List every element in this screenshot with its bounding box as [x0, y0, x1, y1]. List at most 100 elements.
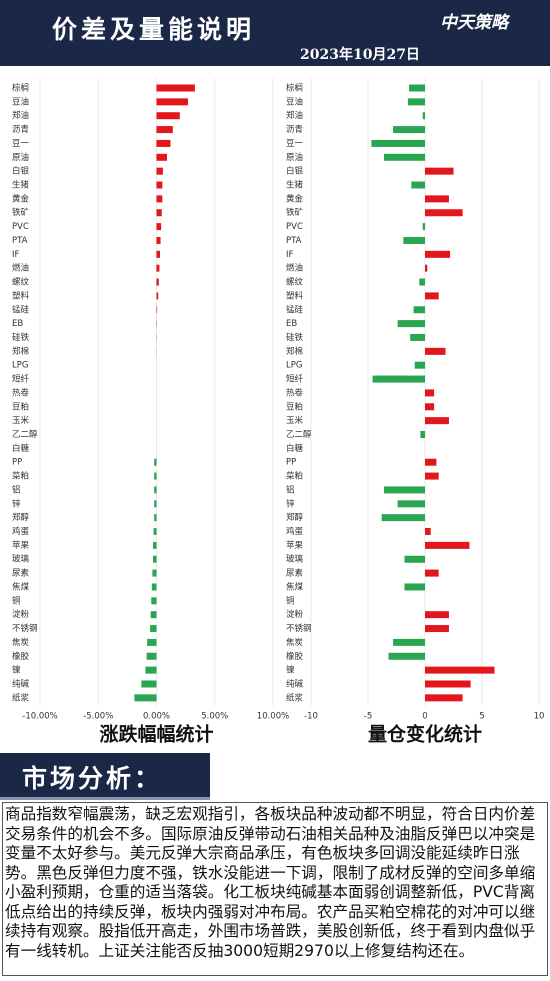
section-band: 市场分析：	[0, 753, 210, 800]
bar	[372, 375, 425, 383]
category-label: 锰硅	[286, 304, 304, 315]
category-label: 白糖	[286, 443, 304, 454]
bar	[147, 638, 157, 646]
bar	[146, 652, 157, 660]
bar	[422, 223, 425, 231]
category-label: 玉米	[286, 415, 304, 426]
header-band: 价差及量能说明 2023年10月27日 中天策略	[0, 0, 550, 66]
category-label: 豆粕	[12, 401, 29, 412]
bar	[154, 486, 157, 494]
category-label: 玻璃	[286, 554, 304, 565]
section-title: 市场分析：	[22, 764, 163, 793]
category-label: 铁矿	[286, 207, 304, 218]
bar	[156, 306, 158, 314]
bar	[153, 555, 157, 563]
category-label: 菜粕	[12, 471, 29, 482]
bar	[156, 250, 160, 258]
logo: 中天策略	[440, 13, 508, 33]
category-label: 焦炭	[286, 637, 304, 648]
bar	[156, 139, 171, 147]
category-label: 镍	[286, 665, 295, 676]
bar	[397, 320, 425, 328]
bar	[388, 652, 425, 660]
category-label: 生猪	[286, 180, 304, 191]
category-label: 硅铁	[286, 332, 304, 343]
bar	[425, 264, 428, 272]
category-label: 郑醇	[286, 512, 304, 523]
category-label: 锌	[286, 498, 295, 509]
x-tick-label: 0.00%	[143, 712, 170, 722]
chart-title: 涨跌幅幅统计	[99, 723, 213, 746]
category-label: 沥青	[286, 124, 303, 135]
bar	[411, 181, 425, 189]
category-label: LPG	[12, 361, 28, 371]
category-label: 不锈钢	[12, 623, 38, 634]
category-label: 郑棉	[12, 346, 29, 357]
bar	[425, 611, 449, 619]
bar	[425, 417, 449, 425]
page-title: 价差及量能说明	[52, 15, 256, 44]
category-label: 焦煤	[286, 581, 304, 592]
category-label: 纸浆	[286, 692, 304, 703]
bar	[383, 486, 425, 494]
category-label: 纯碱	[286, 678, 304, 689]
bar	[156, 278, 159, 286]
category-label: EB	[286, 319, 297, 329]
bar	[413, 306, 425, 314]
category-label: 乙二醇	[286, 429, 312, 440]
bar	[156, 126, 173, 134]
bar	[154, 514, 157, 522]
bar	[156, 209, 162, 217]
category-label: 纸浆	[12, 692, 30, 703]
x-tick-label: -5	[364, 712, 372, 722]
bar	[414, 361, 425, 369]
x-tick-label: 0	[422, 712, 427, 722]
category-label: 不锈钢	[286, 623, 312, 634]
bar	[410, 333, 425, 341]
bar	[371, 139, 425, 147]
category-label: IF	[12, 250, 20, 260]
category-label: 塑料	[286, 290, 304, 301]
category-label: 豆一	[12, 139, 30, 149]
category-label: PTA	[12, 236, 28, 246]
bar	[156, 223, 162, 231]
category-label: EB	[12, 319, 23, 329]
category-label: 镍	[12, 665, 21, 676]
bar	[425, 347, 446, 355]
category-label: 焦炭	[12, 637, 30, 648]
category-label: 原油	[12, 152, 29, 163]
category-label: 菜粕	[286, 471, 303, 482]
category-label: 棕榈	[286, 83, 303, 94]
category-label: 尿素	[12, 568, 30, 579]
category-label: 焦煤	[12, 581, 30, 592]
bar	[156, 195, 163, 203]
bar	[156, 153, 167, 161]
category-label: 生猪	[12, 180, 30, 191]
bar	[154, 458, 157, 466]
bar	[156, 292, 159, 300]
category-label: 纯碱	[12, 678, 30, 689]
category-label: 白银	[12, 166, 30, 177]
bar	[425, 569, 439, 577]
category-label: 铁矿	[12, 207, 30, 218]
x-tick-label: 5.00%	[201, 712, 228, 722]
bar	[141, 680, 157, 688]
category-label: 乙二醇	[12, 429, 38, 440]
category-label: 铝	[12, 484, 21, 495]
category-label: 硅铁	[12, 332, 30, 343]
category-label: 尿素	[286, 568, 304, 579]
category-label: 螺纹	[286, 277, 304, 288]
category-label: 淀粉	[12, 609, 30, 620]
bar	[419, 278, 425, 286]
date: 2023年10月27日	[300, 47, 420, 63]
category-label: 原油	[286, 152, 303, 163]
x-tick-label: 10	[534, 712, 545, 722]
bar	[407, 98, 425, 106]
bar	[425, 195, 449, 203]
category-label: 淀粉	[286, 609, 304, 620]
category-label: 郑油	[286, 110, 303, 121]
chart-title: 量仓变化统计	[368, 723, 482, 746]
bar	[425, 528, 431, 536]
category-label: IF	[286, 250, 294, 260]
bar	[404, 555, 425, 563]
